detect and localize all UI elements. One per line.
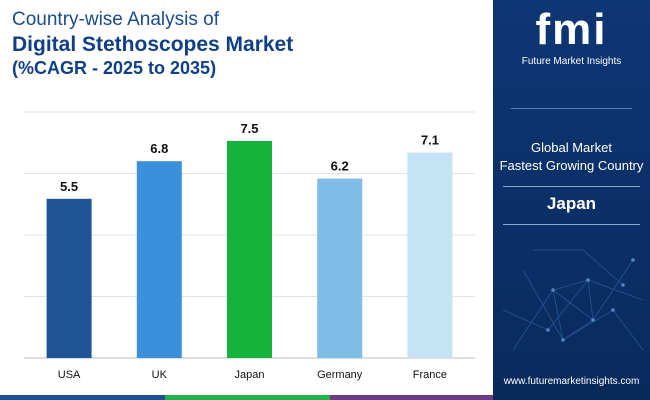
category-label-usa: USA <box>58 369 81 381</box>
bars <box>46 140 453 358</box>
value-label-japan: 7.5 <box>240 121 258 136</box>
bar-germany <box>317 178 363 358</box>
decorative-network-graphic <box>502 249 644 351</box>
fastest-country: Japan <box>546 194 597 213</box>
logo-tagline: Future Market Insights <box>521 56 622 67</box>
logo-letters: fmi <box>535 5 608 54</box>
panel-divider-low <box>503 224 640 225</box>
bottom-strip-green <box>165 395 330 400</box>
category-label-japan: Japan <box>235 369 265 381</box>
category-labels: USA UK Japan Germany France <box>58 369 447 381</box>
side-panel: fmi Future Market Insights Global Market… <box>493 0 650 400</box>
value-label-usa: 5.5 <box>60 179 78 194</box>
title-line-2: Digital Stethoscopes Market <box>12 33 294 56</box>
title-line-3: (%CAGR - 2025 to 2035) <box>12 58 217 78</box>
panel-subtitle-2: Fastest Growing Country <box>499 158 644 173</box>
fmi-logo: fmi Future Market Insights <box>493 5 650 68</box>
value-label-france: 7.1 <box>421 133 439 148</box>
bar-france <box>407 152 453 358</box>
value-labels: 5.5 6.8 7.5 6.2 7.1 <box>60 121 439 194</box>
title-line-1: Country-wise Analysis of <box>12 9 219 30</box>
bar-uk <box>136 161 182 358</box>
value-label-germany: 6.2 <box>331 159 349 174</box>
value-label-uk: 6.8 <box>150 141 168 156</box>
website-url: www.futuremarketinsights.com <box>503 376 640 387</box>
bar-usa <box>46 198 92 358</box>
bar-japan <box>227 140 272 358</box>
panel-subtitle-1: Global Market <box>531 140 612 155</box>
bottom-strip-blue <box>0 395 165 400</box>
category-label-france: France <box>413 369 447 381</box>
panel-divider-mid <box>503 186 640 187</box>
bottom-strip-purple <box>330 395 493 400</box>
bar-chart: 5.5 6.8 7.5 6.2 7.1 USA UK Japan Germany France <box>24 111 475 381</box>
chart-title: Country-wise Analysis of Digital Stethos… <box>12 8 293 79</box>
category-label-uk: UK <box>152 369 168 381</box>
category-label-germany: Germany <box>317 369 363 381</box>
panel-divider <box>511 108 632 109</box>
